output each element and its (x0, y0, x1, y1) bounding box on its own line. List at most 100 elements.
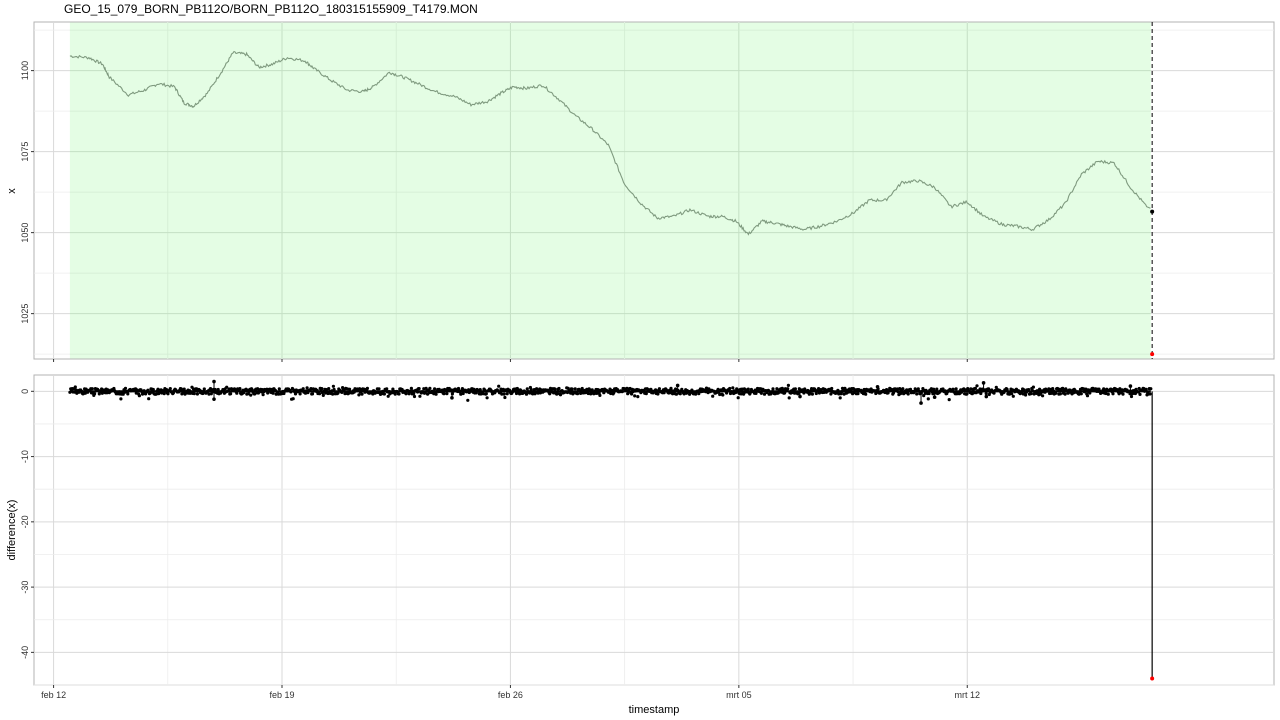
difference-point (746, 387, 750, 391)
difference-point (1038, 387, 1042, 391)
difference-point (636, 395, 640, 399)
x-tick-label: feb 26 (498, 690, 523, 700)
difference-point (875, 384, 880, 389)
difference-point (502, 392, 506, 396)
difference-point (915, 392, 919, 396)
difference-points (68, 379, 1155, 681)
difference-point (505, 392, 509, 396)
difference-point (100, 391, 104, 395)
y-tick-label: -30 (20, 581, 30, 594)
difference-point (442, 392, 446, 396)
difference-point (728, 386, 732, 391)
difference-point (575, 392, 580, 396)
difference-point (393, 392, 397, 396)
difference-point (212, 379, 216, 384)
difference-point (409, 386, 413, 390)
bottom-panel-background (33, 374, 1275, 686)
difference-point (192, 392, 196, 396)
difference-point (168, 387, 172, 391)
difference-point (984, 394, 989, 399)
difference-point (1144, 387, 1148, 391)
difference-point (829, 392, 833, 396)
difference-point (126, 392, 130, 396)
difference-point (112, 386, 116, 391)
difference-point (908, 387, 913, 391)
x-tick-label: mrt 12 (955, 690, 981, 700)
difference-point (919, 401, 923, 405)
difference-point (166, 392, 170, 396)
difference-point (987, 387, 991, 391)
difference-point (348, 387, 352, 391)
difference-point (932, 395, 937, 399)
difference-point (1149, 387, 1153, 391)
difference-point (123, 386, 128, 390)
y-tick-label: -20 (20, 515, 30, 528)
bottom-panel: 0 -10 -20 -30 -40 feb 12 feb 19 feb 26 mrt 05 mr… (6, 374, 1275, 716)
difference-point (657, 387, 662, 391)
difference-point (404, 392, 408, 396)
difference-point (147, 397, 151, 401)
difference-point (327, 387, 331, 391)
difference-point (970, 392, 974, 396)
difference-point (927, 391, 931, 396)
y-tick-label: -40 (20, 646, 30, 659)
difference-point (1111, 392, 1115, 396)
difference-point (932, 387, 936, 391)
difference-point (786, 383, 791, 387)
difference-point (503, 395, 507, 400)
difference-point (716, 387, 720, 391)
bottom-x-ticks: feb 12 feb 19 feb 26 mrt 05 mrt 12 (41, 685, 980, 700)
y-tick-label: -10 (20, 450, 30, 463)
difference-point (935, 387, 939, 391)
difference-point (1024, 393, 1028, 397)
difference-point (598, 393, 602, 397)
difference-point (736, 396, 740, 400)
difference-point (787, 396, 791, 400)
difference-point (947, 398, 951, 402)
difference-point (485, 396, 489, 400)
difference-point (382, 392, 386, 396)
difference-point (1029, 392, 1033, 396)
difference-point (321, 393, 325, 397)
difference-point (1010, 392, 1014, 396)
difference-point (524, 392, 529, 396)
difference-point (238, 387, 242, 391)
difference-point (484, 392, 488, 396)
difference-point (225, 385, 229, 389)
difference-point (320, 387, 324, 391)
difference-point (305, 386, 309, 390)
difference-point (445, 392, 449, 396)
difference-point (301, 387, 305, 391)
difference-point (261, 393, 265, 397)
difference-point (1058, 392, 1062, 396)
difference-point (580, 386, 584, 391)
difference-point (721, 393, 725, 397)
difference-point (978, 387, 982, 391)
difference-point (418, 394, 422, 398)
difference-point (856, 392, 860, 396)
difference-point (365, 386, 369, 390)
top-gridlines-overlay (69, 23, 1151, 358)
difference-point (586, 391, 590, 396)
difference-point (754, 391, 758, 395)
bottom-y-axis-label: difference(x) (6, 500, 18, 561)
difference-point (786, 387, 790, 391)
difference-point (202, 387, 206, 391)
difference-point (697, 392, 701, 396)
difference-point (838, 396, 842, 400)
difference-point (535, 387, 539, 391)
difference-point (93, 392, 97, 396)
difference-point (553, 387, 557, 391)
difference-point (385, 387, 389, 391)
difference-point (1128, 384, 1133, 388)
bottom-y-ticks: 0 -10 -20 -30 -40 (20, 389, 34, 659)
difference-point (249, 393, 253, 397)
difference-point (633, 394, 637, 398)
difference-point (90, 387, 94, 391)
difference-point (450, 396, 454, 400)
difference-point (501, 387, 505, 391)
difference-point (906, 392, 910, 396)
difference-point (630, 392, 634, 396)
difference-point (731, 386, 735, 390)
